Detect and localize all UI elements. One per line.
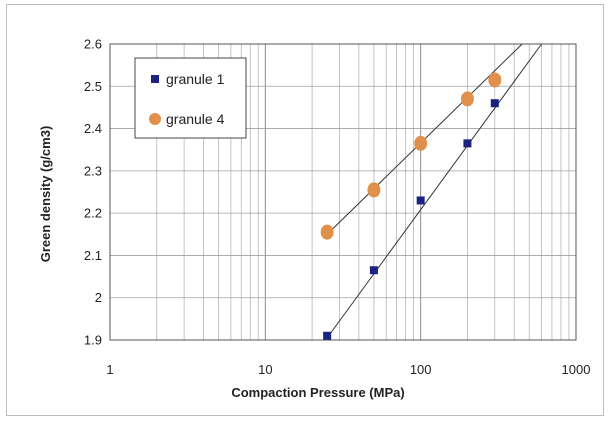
grid: [110, 44, 576, 340]
y-tick-label: 2.4: [84, 121, 102, 136]
y-tick-label: 2.1: [84, 248, 102, 263]
legend-marker-granule-4: [149, 113, 161, 125]
data-point-series-2: [320, 224, 334, 240]
x-tick-label: 10: [258, 362, 272, 377]
legend: granule 1 granule 4: [134, 57, 247, 139]
data-point-series-1: [369, 266, 378, 275]
chart-frame: [6, 4, 604, 416]
data-point-series-2: [367, 182, 381, 198]
legend-label-granule-1: granule 1: [166, 71, 225, 87]
y-tick-label: 2: [95, 290, 102, 305]
x-axis-label: Compaction Pressure (MPa): [231, 385, 404, 400]
y-tick-label: 2.2: [84, 206, 102, 221]
trendline-series-1: [326, 43, 542, 339]
trendlines: [326, 43, 542, 339]
plot-area-border: [109, 43, 577, 341]
y-tick-label: 2.6: [84, 37, 102, 52]
y-axis-label: Green density (g/cm3): [38, 126, 53, 263]
data-point-series-2: [414, 135, 428, 151]
data-markers: [320, 72, 502, 340]
data-point-series-1: [490, 99, 499, 108]
data-point-series-1: [323, 331, 332, 340]
x-tick-label: 100: [410, 362, 432, 377]
legend-label-granule-4: granule 4: [166, 111, 225, 127]
y-tick-label: 1.9: [84, 333, 102, 348]
y-tick-label: 2.5: [84, 79, 102, 94]
data-point-series-2: [460, 91, 474, 107]
data-point-series-1: [416, 196, 425, 205]
tick-labels: 1 10 100 1000 1.9 2 2.1 2.2 2.3 2.4 2.5 2.6: [84, 37, 591, 378]
legend-marker-granule-1: [151, 75, 159, 83]
x-tick-label: 1: [106, 362, 113, 377]
y-tick-label: 2.3: [84, 163, 102, 178]
data-point-series-1: [463, 139, 472, 148]
data-point-series-2: [488, 72, 502, 88]
x-tick-label: 1000: [562, 362, 591, 377]
